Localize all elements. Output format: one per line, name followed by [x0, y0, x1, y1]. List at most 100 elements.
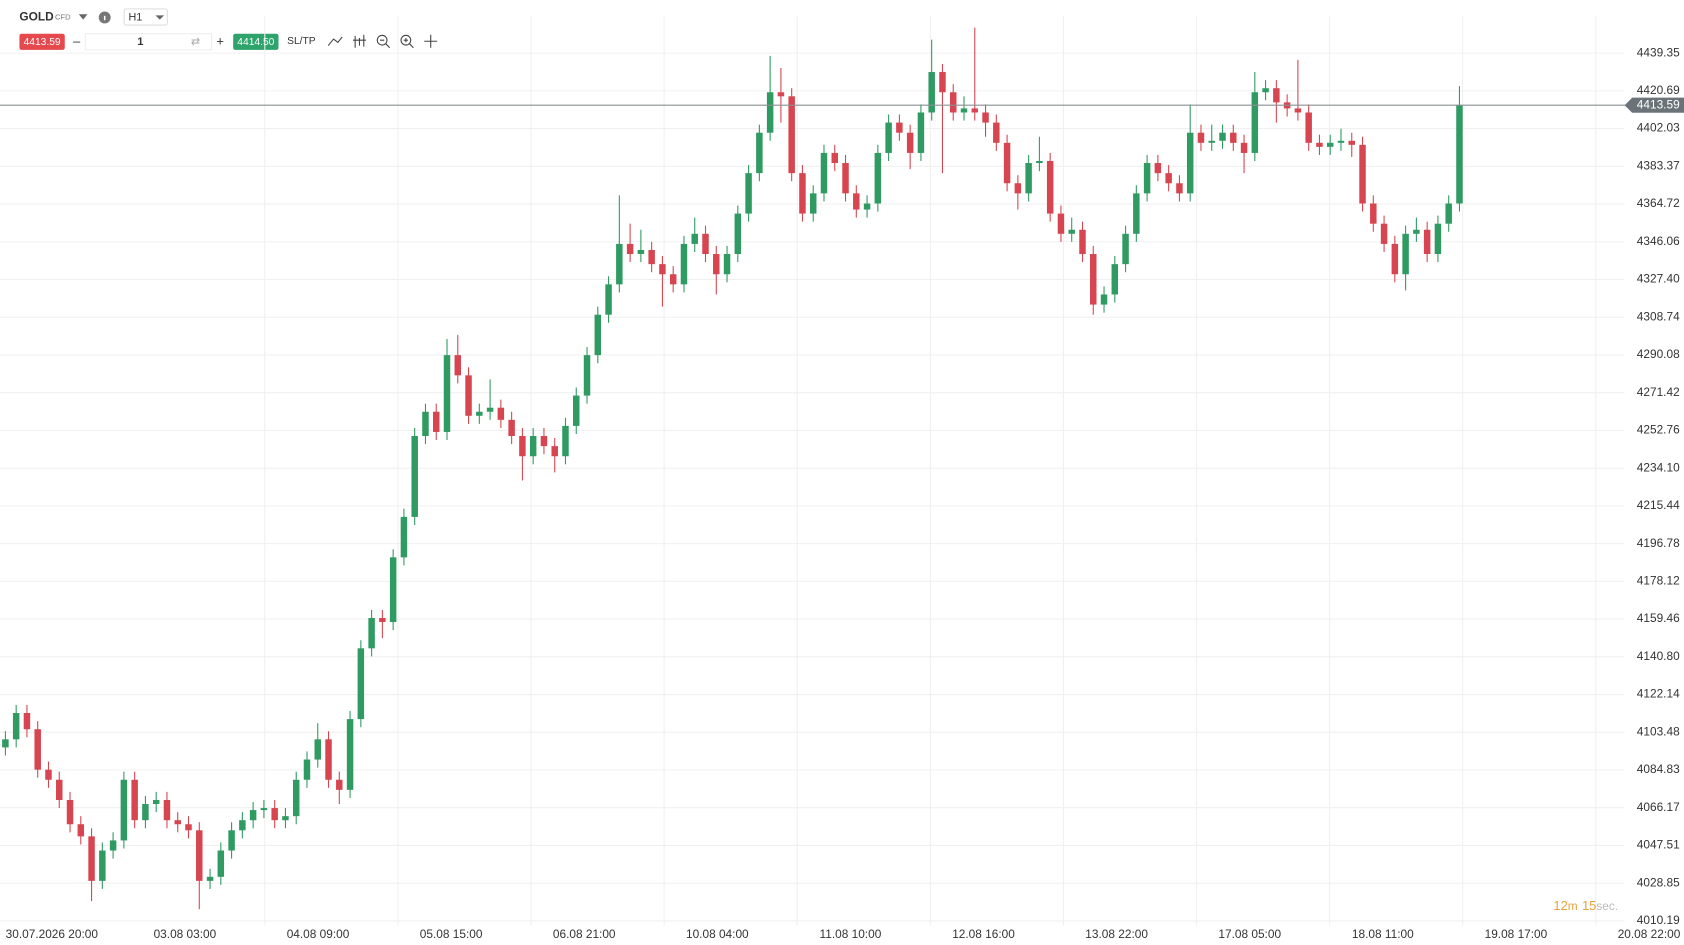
candle-body	[519, 436, 526, 457]
sl-tp-button[interactable]: SL/TP	[287, 36, 316, 47]
decrease-button[interactable]: –	[73, 34, 81, 49]
candle-body	[529, 436, 537, 457]
candle-body	[691, 233, 698, 244]
candle-body	[1423, 229, 1431, 255]
candle-body	[928, 72, 935, 113]
candle-body	[702, 233, 709, 255]
x-tick-label: 17.08 05:00	[1218, 927, 1281, 941]
y-tick-label: 4234.10	[1637, 460, 1680, 474]
buy-button[interactable]	[233, 33, 279, 50]
candle-body	[939, 72, 946, 93]
candle-body	[497, 407, 505, 420]
candle-body	[788, 96, 795, 174]
candle-body	[99, 850, 106, 881]
y-tick-label: 4010.19	[1637, 913, 1680, 927]
candle-body	[906, 132, 914, 153]
candle-body	[1240, 142, 1248, 153]
candle-body	[971, 108, 979, 113]
candle-chart-icon[interactable]	[352, 34, 366, 48]
candle-body	[573, 395, 580, 426]
candle-body	[1208, 140, 1215, 143]
candle-body	[185, 824, 192, 831]
candle-body	[465, 375, 472, 416]
candle-body	[260, 808, 268, 811]
candle-body	[12, 713, 20, 740]
candle-body	[993, 122, 1000, 143]
candle-body	[163, 799, 171, 821]
candle-body	[885, 122, 892, 153]
candle-body	[271, 808, 278, 821]
bid-price: 4413.59	[24, 37, 61, 48]
candle-body	[853, 193, 860, 210]
x-tick-label: 30.07.2026 20:00	[6, 927, 99, 941]
candle-body	[1380, 223, 1388, 244]
candle-body	[723, 254, 731, 275]
candle-body	[1068, 229, 1075, 234]
candle-body	[2, 739, 9, 748]
y-tick-label: 4383.37	[1637, 158, 1680, 172]
candle-body	[131, 779, 138, 821]
candle-body	[508, 419, 515, 437]
candle-body	[1434, 223, 1442, 255]
y-tick-label: 4290.08	[1637, 347, 1680, 361]
toolbar: GOLD CFD H1 4413.59 – 1 ⇄ + 4414.50 SL/T…	[19, 8, 438, 51]
symbol[interactable]: GOLD	[19, 10, 54, 24]
zoom-out-icon[interactable]	[376, 34, 388, 46]
candle-body	[379, 617, 386, 623]
zoom-in-icon[interactable]	[400, 34, 412, 46]
crosshair-icon[interactable]	[424, 34, 438, 48]
countdown-seconds-unit: sec.	[1596, 899, 1618, 913]
increase-button[interactable]: +	[216, 34, 224, 49]
candle-body	[88, 836, 95, 881]
candle-body	[1165, 173, 1172, 184]
candle-body	[239, 820, 246, 831]
candle-body	[336, 779, 343, 790]
y-tick-label: 4439.35	[1637, 45, 1680, 59]
y-tick-label: 4196.78	[1637, 536, 1680, 550]
candle-body	[1348, 140, 1355, 145]
candle-body	[777, 92, 785, 97]
y-tick-label: 4327.40	[1637, 272, 1680, 286]
y-tick-label: 4178.12	[1637, 573, 1680, 587]
candle-body	[917, 112, 925, 153]
x-tick-label: 04.08 09:00	[287, 927, 350, 941]
candle-body	[1273, 88, 1280, 103]
swap-icon[interactable]: ⇄	[191, 36, 200, 48]
line-chart-icon[interactable]	[327, 36, 343, 46]
candle-body	[454, 355, 462, 376]
symbol-dropdown[interactable]	[78, 14, 88, 20]
candle-body	[109, 840, 117, 851]
candle-body	[389, 557, 397, 623]
candle-body	[228, 830, 235, 851]
candle-body	[766, 92, 774, 133]
candle-body	[1143, 163, 1151, 194]
candle-body	[960, 108, 968, 113]
candle-body	[820, 152, 828, 194]
x-tick-label: 03.08 03:00	[154, 927, 217, 941]
zoom-out-glyph	[379, 39, 391, 49]
y-tick-label: 4159.46	[1637, 611, 1680, 625]
candle-body	[77, 824, 85, 837]
countdown-seconds: 15	[1582, 898, 1596, 913]
y-tick-label: 4084.83	[1637, 762, 1680, 776]
y-tick-label: 4047.51	[1637, 838, 1680, 852]
timeframe-select[interactable]	[123, 8, 168, 26]
candle-body	[142, 804, 149, 821]
candle-body	[443, 355, 451, 432]
candle-body	[282, 816, 289, 821]
candle-body	[357, 648, 365, 720]
countdown-minutes: 12	[1553, 898, 1567, 913]
candle-body	[56, 779, 63, 800]
candle-body	[1014, 183, 1022, 194]
candle-body	[1305, 112, 1312, 143]
candle-body	[1025, 163, 1032, 194]
candle-body	[713, 254, 720, 275]
y-tick-label: 4066.17	[1637, 800, 1680, 814]
quantity-input[interactable]	[84, 33, 213, 51]
sell-button[interactable]	[19, 33, 65, 50]
candle-body	[1057, 213, 1065, 234]
y-tick-label: 4028.85	[1637, 875, 1680, 889]
y-tick-label: 4402.03	[1637, 121, 1680, 135]
candle-body	[368, 617, 375, 649]
